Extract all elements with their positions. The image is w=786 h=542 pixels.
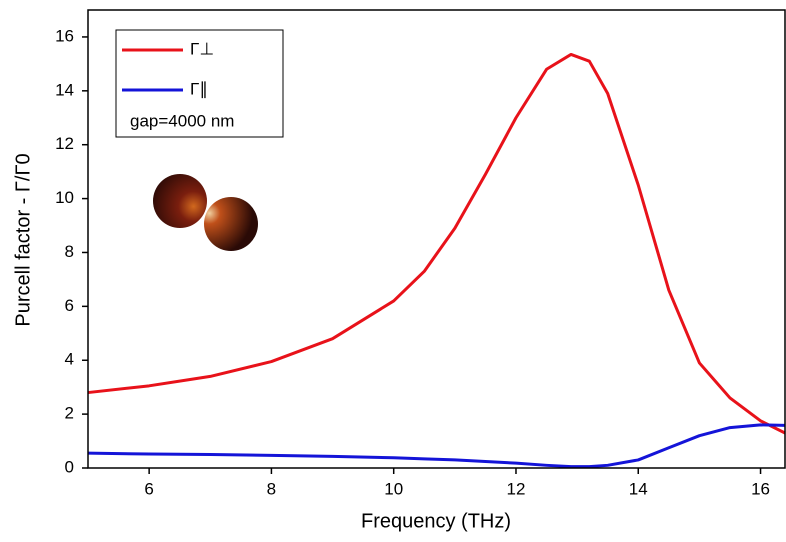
plot-area (87, 52, 786, 469)
y-tick-label: 16 (55, 26, 74, 45)
legend-label: Γ∥ (190, 79, 208, 98)
x-tick-label: 8 (267, 479, 276, 498)
series-line (87, 52, 786, 435)
x-tick-label: 16 (751, 479, 770, 498)
x-tick-label: 10 (384, 479, 403, 498)
x-tick-label: 6 (144, 479, 153, 498)
y-tick-label: 8 (65, 242, 74, 261)
y-tick-label: 0 (65, 457, 74, 476)
axes-frame (87, 9, 786, 469)
y-tick-label: 10 (55, 188, 74, 207)
x-axis-title: Frequency (THz) (361, 510, 511, 532)
legend-label: Γ⊥ (190, 39, 214, 58)
y-tick-label: 4 (65, 350, 74, 369)
x-tick-label: 14 (629, 479, 648, 498)
y-axis-title: Purcell factor - Γ/Γ0 (12, 153, 34, 326)
y-tick-label: 12 (55, 134, 74, 153)
y-tick-label: 14 (55, 80, 74, 99)
y-tick-label: 2 (65, 404, 74, 423)
annotation: gap=4000 nm (130, 111, 234, 130)
x-tick-label: 12 (507, 479, 526, 498)
legend-box (115, 29, 284, 138)
series-line (87, 423, 786, 469)
y-tick-label: 6 (65, 296, 74, 315)
inset-image (153, 174, 258, 251)
